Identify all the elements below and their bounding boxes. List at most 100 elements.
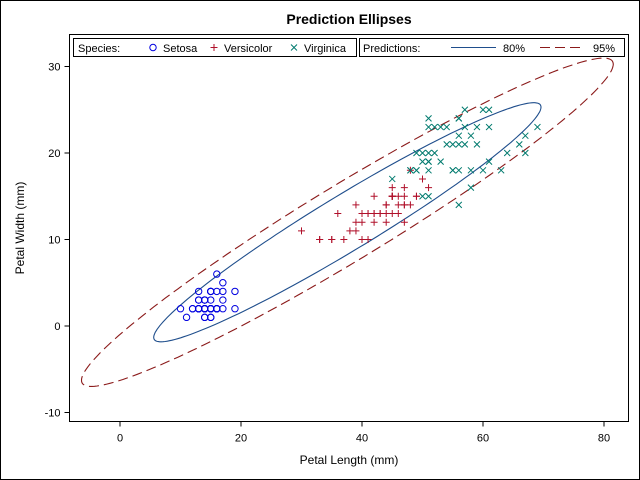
y-axis-label: Petal Width (mm) bbox=[13, 182, 27, 275]
virginica-point bbox=[455, 201, 463, 209]
versicolor-point bbox=[334, 210, 342, 218]
virginica-point bbox=[461, 106, 469, 114]
y-tick-label: -10 bbox=[45, 408, 61, 420]
versicolor-point bbox=[382, 210, 390, 218]
virginica-point bbox=[455, 115, 463, 122]
legend-95-label: 95% bbox=[593, 43, 615, 55]
legend-predictions-title: Predictions: bbox=[363, 43, 420, 55]
virginica-point bbox=[485, 158, 493, 166]
versicolor-point bbox=[352, 201, 360, 209]
virginica-point bbox=[419, 158, 426, 166]
versicolor-point bbox=[370, 210, 378, 218]
legend-virginica-label: Virginica bbox=[304, 43, 347, 55]
y-tick-label: 10 bbox=[48, 235, 60, 247]
virginica-point bbox=[479, 106, 487, 114]
virginica-point bbox=[473, 140, 481, 148]
versicolor-point bbox=[370, 218, 378, 226]
virginica-point bbox=[485, 106, 493, 114]
versicolor-point bbox=[352, 227, 360, 235]
versicolor-point bbox=[394, 210, 402, 218]
setosa-point bbox=[176, 305, 185, 313]
virginica-point bbox=[425, 192, 432, 200]
x-tick-label: 60 bbox=[477, 433, 489, 445]
virginica-point bbox=[413, 149, 420, 157]
versicolor-point bbox=[400, 192, 408, 200]
virginica-point bbox=[437, 123, 445, 131]
setosa-point bbox=[231, 305, 239, 313]
versicolor-point bbox=[298, 227, 305, 235]
setosa-point bbox=[201, 305, 209, 313]
virginica-point bbox=[485, 123, 493, 131]
virginica-point bbox=[467, 166, 475, 174]
x-axis-label: Petal Length (mm) bbox=[300, 453, 399, 467]
setosa-point bbox=[213, 270, 221, 278]
virginica-point bbox=[467, 184, 475, 191]
versicolor-point bbox=[412, 192, 420, 200]
setosa-point bbox=[219, 279, 227, 287]
legend-setosa-label: Setosa bbox=[163, 43, 198, 55]
versicolor-point bbox=[364, 210, 372, 218]
virginica-point bbox=[449, 166, 457, 174]
virginica-point bbox=[425, 115, 432, 122]
versicolor-point bbox=[400, 218, 408, 226]
virginica-point bbox=[407, 166, 414, 174]
virginica-point bbox=[431, 123, 438, 131]
legend-setosa-marker bbox=[149, 43, 157, 52]
versicolor-point bbox=[394, 201, 402, 209]
virginica-point bbox=[425, 158, 432, 166]
virginica-point bbox=[425, 123, 432, 131]
legend-species-title: Species: bbox=[78, 43, 120, 55]
virginica-point bbox=[419, 192, 426, 200]
virginica-point bbox=[437, 158, 445, 166]
prediction-ellipse-80pct bbox=[153, 102, 542, 343]
y-tick-label: 0 bbox=[54, 321, 60, 333]
versicolor-point bbox=[316, 236, 324, 243]
virginica-point bbox=[497, 166, 505, 174]
versicolor-point bbox=[400, 201, 408, 209]
plot-frame bbox=[69, 34, 629, 422]
versicolor-point bbox=[388, 210, 396, 218]
legend-virginica-marker bbox=[290, 44, 298, 51]
virginica-point bbox=[419, 149, 426, 157]
legend-80-label: 80% bbox=[503, 43, 525, 55]
versicolor-point bbox=[382, 201, 390, 209]
chart-title: Prediction Ellipses bbox=[286, 11, 411, 27]
x-tick-label: 80 bbox=[598, 433, 610, 445]
virginica-point bbox=[467, 132, 475, 140]
versicolor-point bbox=[340, 236, 348, 243]
setosa-point bbox=[182, 313, 191, 322]
virginica-point bbox=[473, 123, 481, 131]
versicolor-point bbox=[364, 236, 372, 243]
virginica-point bbox=[515, 140, 523, 148]
x-tick-label: 40 bbox=[356, 433, 368, 445]
setosa-point bbox=[219, 296, 227, 304]
setosa-point bbox=[201, 313, 209, 322]
setosa-point bbox=[194, 287, 203, 296]
virginica-point bbox=[443, 140, 451, 148]
setosa-point bbox=[207, 287, 215, 296]
virginica-point bbox=[455, 166, 463, 174]
legend-versicolor-marker bbox=[210, 44, 218, 51]
virginica-point bbox=[425, 166, 432, 174]
versicolor-point bbox=[419, 175, 426, 183]
prediction-ellipse-95pct bbox=[80, 57, 614, 387]
versicolor-point bbox=[394, 192, 402, 200]
versicolor-point bbox=[346, 227, 354, 235]
virginica-point bbox=[431, 149, 438, 157]
plot-area: 0 20 40 60 80 -10 0 10 20 30 bbox=[45, 34, 629, 445]
setosa-point bbox=[231, 287, 239, 296]
virginica-point bbox=[443, 123, 451, 131]
virginica-point bbox=[461, 123, 469, 131]
virginica-point bbox=[425, 149, 432, 157]
virginica-point bbox=[449, 140, 457, 148]
virginica-point bbox=[413, 166, 420, 174]
setosa-point bbox=[201, 296, 209, 304]
virginica-point bbox=[461, 140, 469, 148]
versicolor-point bbox=[358, 236, 366, 243]
versicolor-point bbox=[388, 184, 396, 192]
versicolor-point bbox=[406, 201, 414, 209]
virginica-point bbox=[521, 149, 529, 157]
virginica-point bbox=[521, 132, 529, 140]
versicolor-point bbox=[388, 192, 396, 200]
